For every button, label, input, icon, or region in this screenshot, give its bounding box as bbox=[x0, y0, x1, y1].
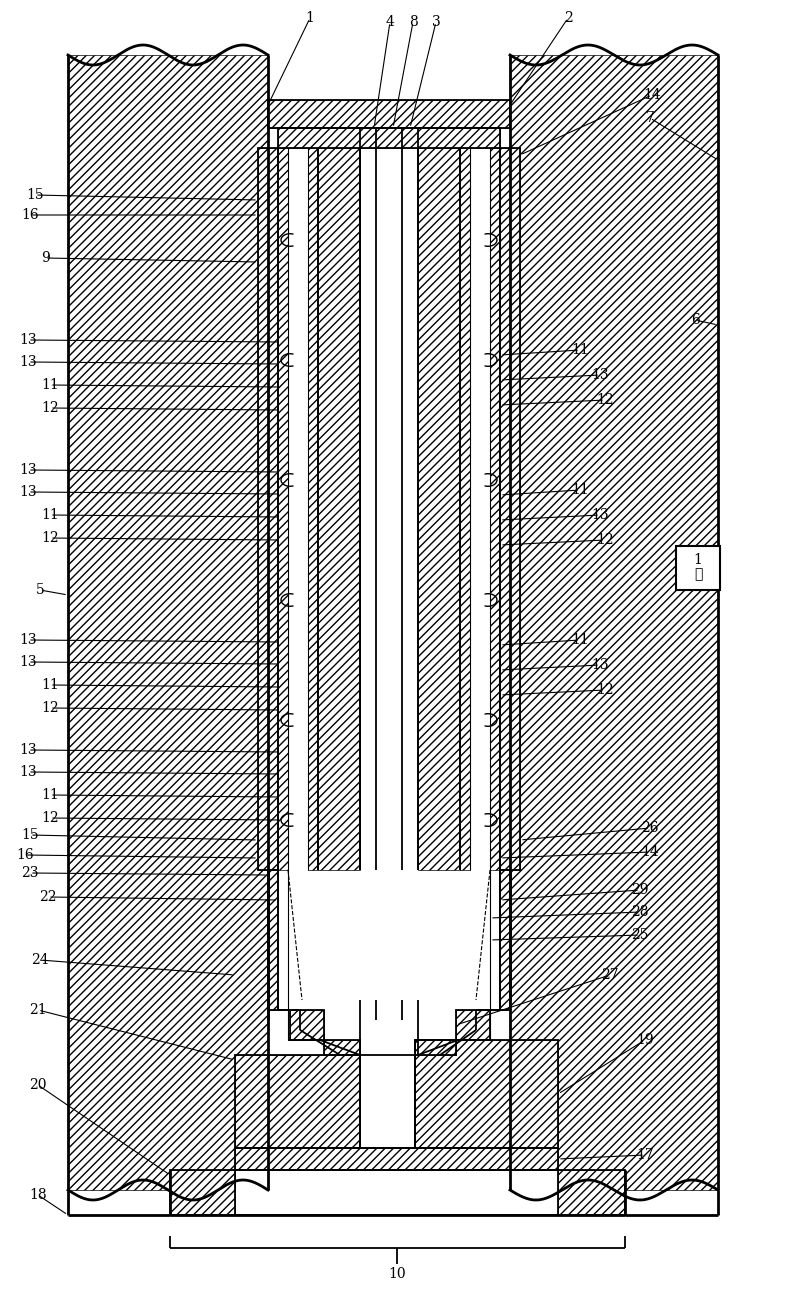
Text: 11: 11 bbox=[41, 378, 59, 391]
Polygon shape bbox=[308, 148, 318, 870]
Text: 13: 13 bbox=[19, 485, 37, 499]
Text: 28: 28 bbox=[631, 905, 649, 919]
Text: 13: 13 bbox=[19, 333, 37, 347]
Text: 13: 13 bbox=[19, 463, 37, 477]
Polygon shape bbox=[415, 1039, 456, 1055]
Polygon shape bbox=[456, 1010, 490, 1039]
Text: 8: 8 bbox=[409, 16, 418, 29]
Text: 1: 1 bbox=[306, 10, 314, 25]
Polygon shape bbox=[470, 148, 490, 870]
Text: 12: 12 bbox=[596, 683, 614, 697]
Text: 1: 1 bbox=[694, 553, 702, 568]
Polygon shape bbox=[288, 148, 308, 870]
Text: 27: 27 bbox=[601, 968, 619, 982]
Polygon shape bbox=[290, 1010, 324, 1039]
Text: 21: 21 bbox=[29, 1003, 47, 1017]
Polygon shape bbox=[278, 128, 500, 148]
Text: 11: 11 bbox=[41, 508, 59, 522]
Text: 4: 4 bbox=[386, 16, 394, 29]
Text: 17: 17 bbox=[636, 1148, 654, 1163]
Polygon shape bbox=[415, 1039, 558, 1148]
Text: 20: 20 bbox=[30, 1078, 46, 1093]
Polygon shape bbox=[235, 1148, 558, 1170]
Polygon shape bbox=[268, 870, 290, 1010]
Text: 図: 図 bbox=[694, 568, 702, 581]
Text: 12: 12 bbox=[41, 701, 59, 715]
Polygon shape bbox=[68, 54, 268, 1190]
Polygon shape bbox=[258, 148, 278, 870]
Text: 29: 29 bbox=[631, 883, 649, 897]
Polygon shape bbox=[510, 54, 718, 1190]
Text: 7: 7 bbox=[646, 111, 654, 124]
Text: 13: 13 bbox=[19, 743, 37, 757]
Polygon shape bbox=[460, 148, 470, 870]
Text: 25: 25 bbox=[631, 928, 649, 942]
Text: 11: 11 bbox=[41, 788, 59, 802]
Text: 9: 9 bbox=[41, 251, 50, 264]
Text: 16: 16 bbox=[21, 207, 39, 222]
Polygon shape bbox=[318, 148, 360, 870]
Text: 11: 11 bbox=[571, 632, 589, 647]
Text: 13: 13 bbox=[591, 508, 609, 522]
Text: 15: 15 bbox=[21, 828, 39, 842]
Text: 22: 22 bbox=[39, 890, 57, 905]
Text: 24: 24 bbox=[31, 953, 49, 967]
Text: 12: 12 bbox=[41, 400, 59, 415]
Polygon shape bbox=[360, 128, 418, 870]
Text: 12: 12 bbox=[596, 533, 614, 547]
Polygon shape bbox=[170, 1170, 235, 1216]
Text: 13: 13 bbox=[19, 632, 37, 647]
Text: 11: 11 bbox=[571, 483, 589, 496]
Text: 12: 12 bbox=[596, 393, 614, 407]
Text: 10: 10 bbox=[388, 1267, 406, 1280]
Text: 5: 5 bbox=[36, 583, 44, 597]
Text: 12: 12 bbox=[41, 531, 59, 546]
Polygon shape bbox=[500, 148, 520, 870]
Polygon shape bbox=[418, 148, 460, 870]
Text: 2: 2 bbox=[564, 10, 572, 25]
Text: 15: 15 bbox=[26, 188, 44, 202]
Text: 6: 6 bbox=[690, 314, 699, 327]
Polygon shape bbox=[235, 1055, 360, 1148]
Text: 26: 26 bbox=[642, 820, 658, 835]
Text: 11: 11 bbox=[571, 343, 589, 356]
Text: 13: 13 bbox=[19, 654, 37, 669]
Text: 13: 13 bbox=[591, 368, 609, 382]
Text: 13: 13 bbox=[19, 355, 37, 369]
Polygon shape bbox=[490, 148, 500, 870]
Polygon shape bbox=[488, 870, 510, 1010]
Polygon shape bbox=[278, 148, 288, 870]
Text: 12: 12 bbox=[41, 811, 59, 826]
Polygon shape bbox=[360, 1055, 415, 1148]
Text: 16: 16 bbox=[16, 848, 34, 862]
Text: 18: 18 bbox=[29, 1188, 47, 1201]
Text: 14: 14 bbox=[643, 88, 661, 102]
Text: 14: 14 bbox=[641, 845, 659, 859]
Text: 3: 3 bbox=[432, 16, 440, 29]
Text: 23: 23 bbox=[22, 866, 38, 880]
Polygon shape bbox=[558, 1170, 625, 1216]
Text: 11: 11 bbox=[41, 678, 59, 692]
Text: 19: 19 bbox=[636, 1033, 654, 1047]
Polygon shape bbox=[268, 54, 510, 1190]
Text: 13: 13 bbox=[591, 658, 609, 673]
Text: 13: 13 bbox=[19, 765, 37, 779]
Polygon shape bbox=[324, 1039, 360, 1055]
Polygon shape bbox=[235, 1170, 558, 1216]
Polygon shape bbox=[268, 100, 510, 128]
Polygon shape bbox=[676, 546, 720, 590]
